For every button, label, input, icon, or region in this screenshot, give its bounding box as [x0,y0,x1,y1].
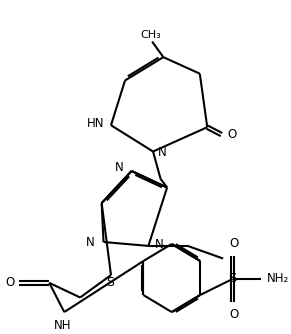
Text: N: N [114,161,123,174]
Text: NH₂: NH₂ [267,273,289,286]
Text: N: N [155,238,164,252]
Text: NH: NH [54,319,71,332]
Text: O: O [227,128,236,141]
Text: O: O [230,308,239,321]
Text: N: N [86,235,95,248]
Text: O: O [6,276,15,289]
Text: CH₃: CH₃ [141,30,162,40]
Text: O: O [230,237,239,250]
Text: HN: HN [87,117,104,130]
Text: S: S [106,276,114,289]
Text: S: S [228,273,237,286]
Text: N: N [158,146,166,159]
